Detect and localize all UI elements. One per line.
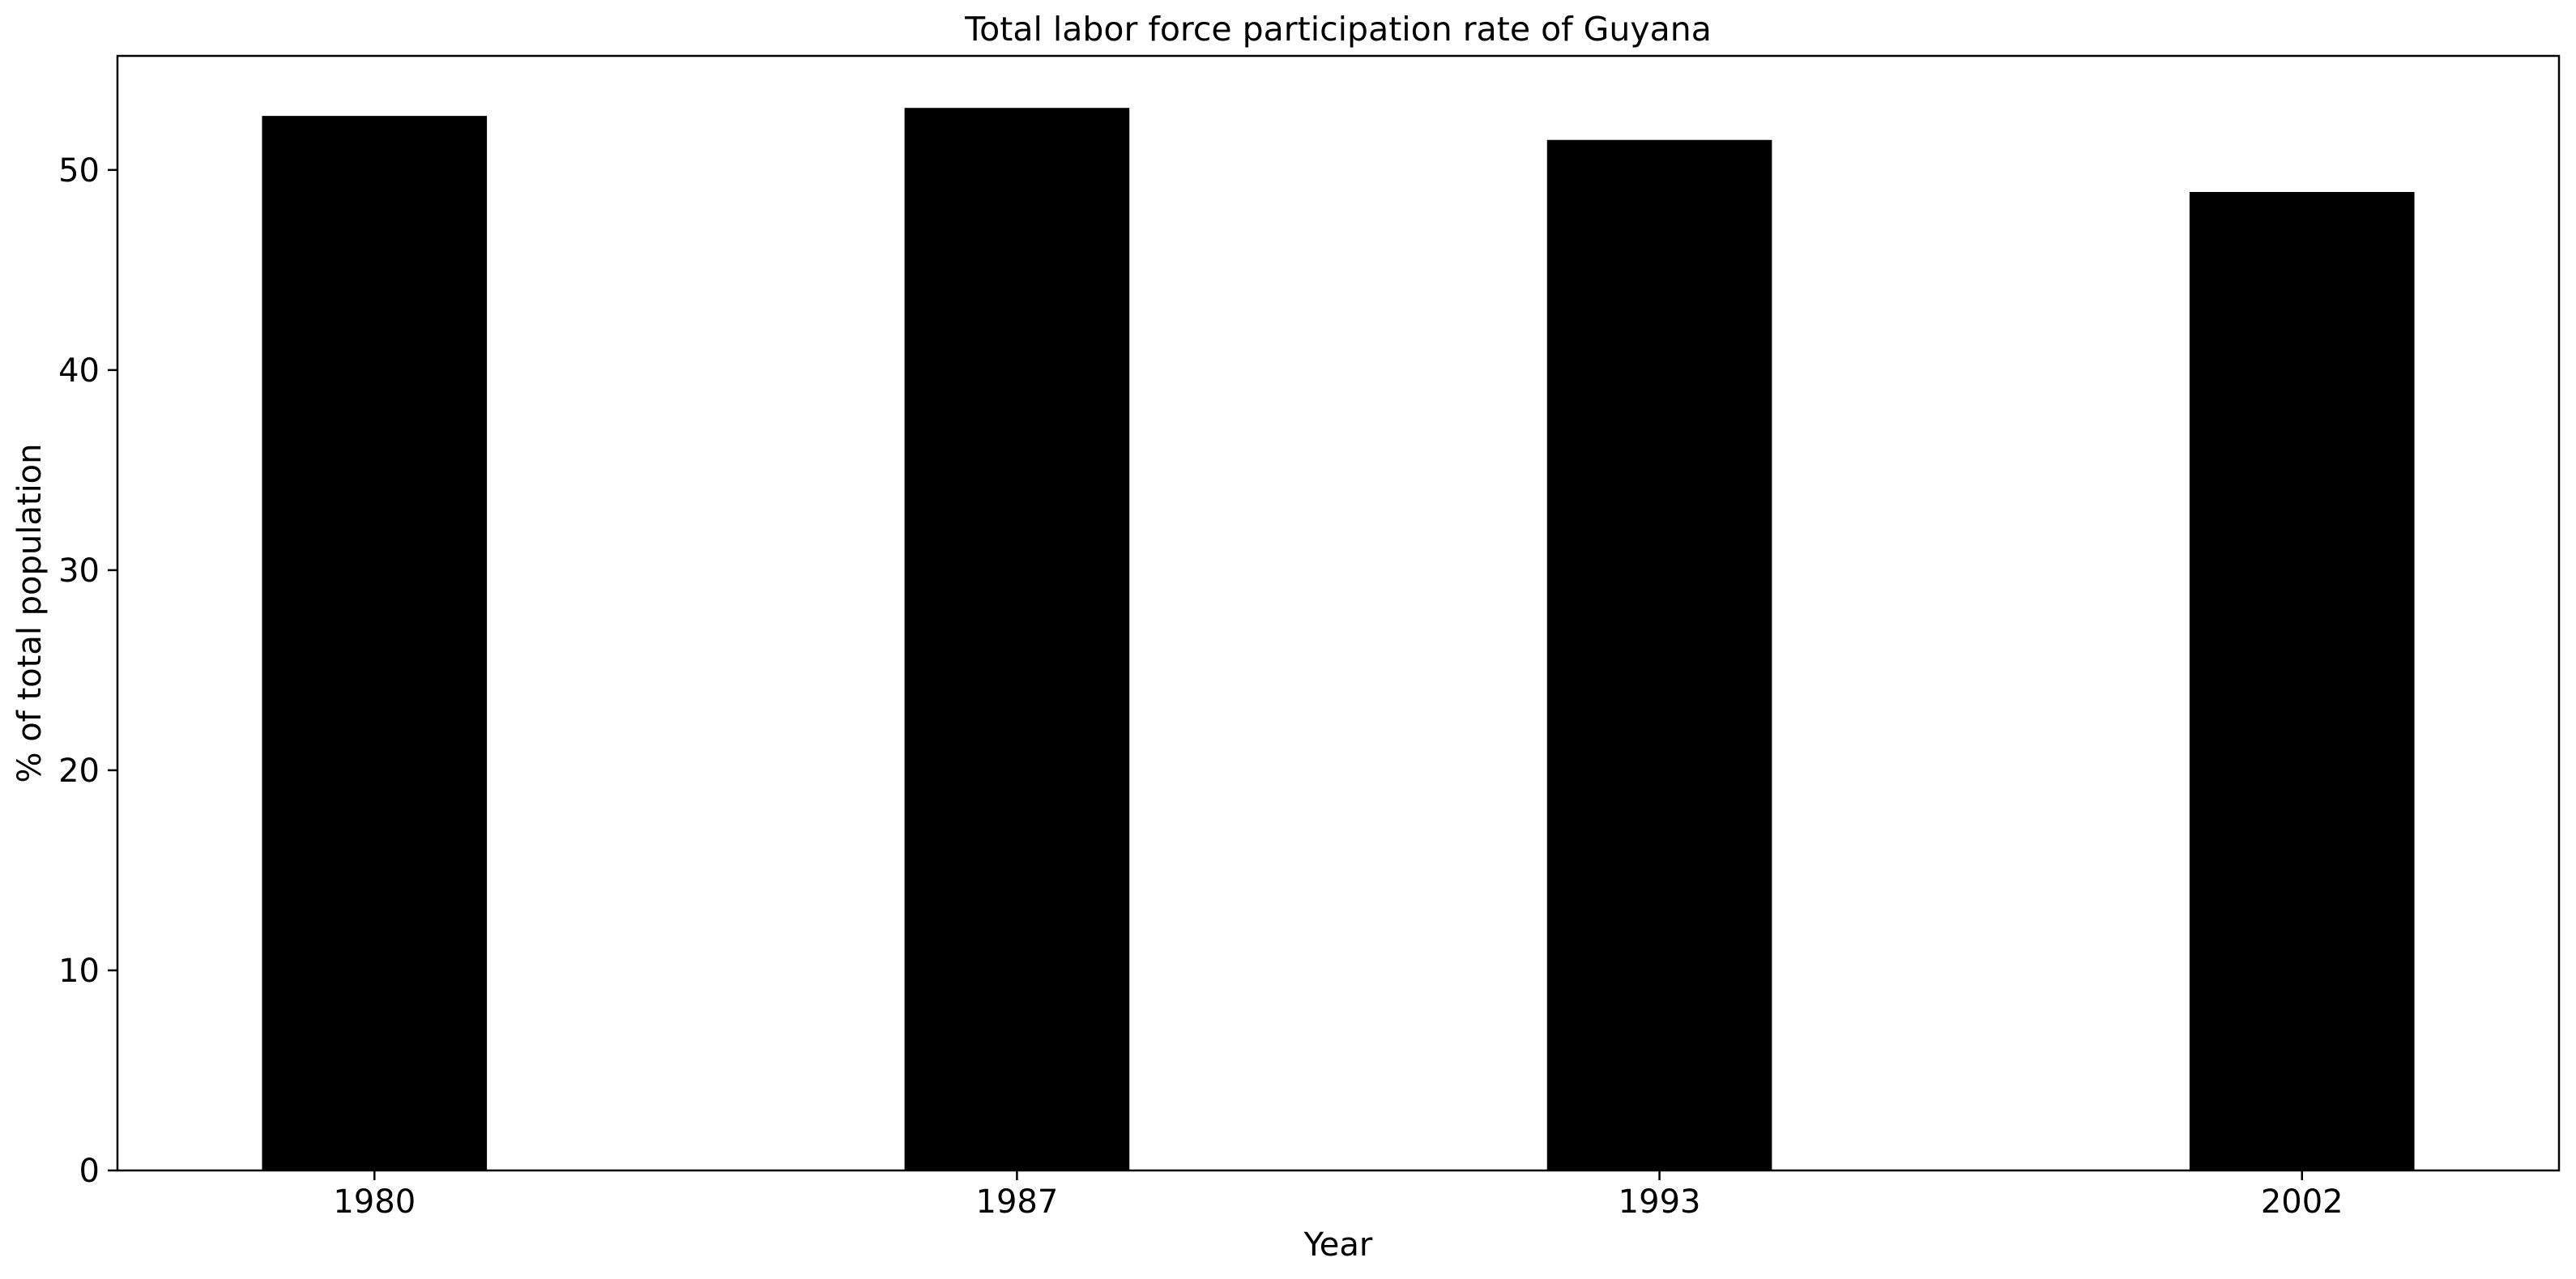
y-tick-label: 0 xyxy=(79,1153,100,1190)
y-tick-label: 20 xyxy=(58,752,100,790)
bar-1987 xyxy=(904,108,1130,1171)
bars xyxy=(262,108,2415,1171)
x-tick-label: 1987 xyxy=(976,1183,1059,1221)
bar-1980 xyxy=(262,116,488,1170)
chart-title: Total labor force participation rate of … xyxy=(964,10,1712,49)
y-axis-ticks: 0 10 20 30 40 50 xyxy=(58,152,117,1190)
y-tick-label: 30 xyxy=(58,552,100,590)
x-axis-ticks: 1980 1987 1993 2002 xyxy=(333,1170,2344,1221)
y-axis-label: % of total population xyxy=(11,443,49,782)
y-tick-label: 40 xyxy=(58,352,100,390)
y-tick-label: 10 xyxy=(58,953,100,990)
x-tick-label: 2002 xyxy=(2261,1183,2344,1221)
x-axis-label: Year xyxy=(1303,1226,1373,1264)
bar-2002 xyxy=(2189,191,2415,1171)
bar-1993 xyxy=(1546,139,1772,1170)
x-tick-label: 1993 xyxy=(1619,1183,1701,1221)
plot-frame xyxy=(116,54,2561,1172)
y-tick-label: 50 xyxy=(58,152,100,190)
x-tick-label: 1980 xyxy=(333,1183,416,1221)
